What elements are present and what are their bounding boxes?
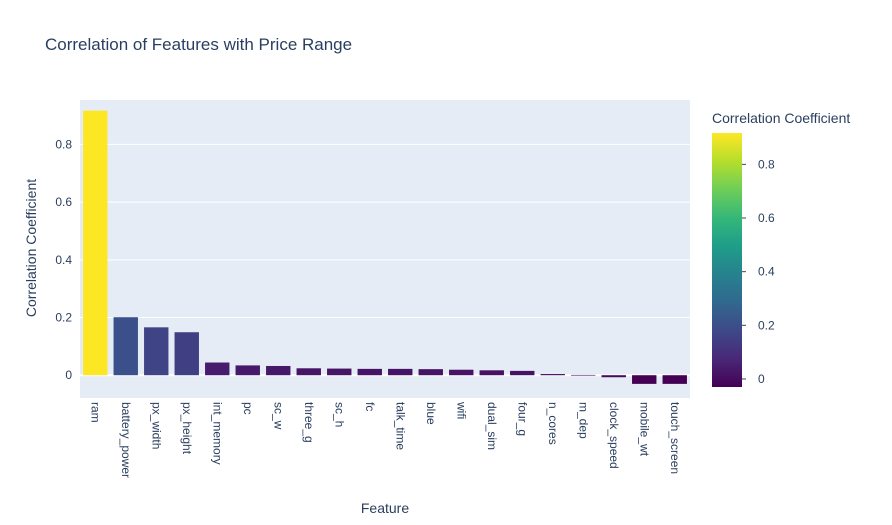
x-tick-label: dual_sim [485, 402, 499, 450]
colorbar-tick-label: 0.6 [758, 211, 775, 225]
x-tick-label: int_memory [210, 402, 224, 465]
bar-blue[interactable] [418, 369, 443, 376]
x-tick-label: pc [241, 402, 255, 415]
colorbar-ticks: 0 0.2 0.4 0.6 0.8 [742, 157, 775, 386]
x-tick-label: clock_speed [607, 402, 621, 469]
x-tick-label: px_width [149, 402, 163, 449]
colorbar-tick-label: 0 [758, 372, 765, 386]
bar-mobile_wt[interactable] [632, 375, 657, 384]
chart-title: Correlation of Features with Price Range [45, 35, 352, 54]
x-tick-label: ram [88, 402, 102, 423]
bar-n_cores[interactable] [540, 374, 565, 376]
x-tick-label: wifi [454, 401, 468, 419]
colorbar-title: Correlation Coefficient [712, 110, 850, 126]
bar-four_g[interactable] [510, 370, 535, 376]
x-tick-label: talk_time [393, 402, 407, 450]
bar-sc_w[interactable] [266, 365, 291, 376]
bar-touch_screen[interactable] [662, 375, 687, 384]
bar-pc[interactable] [235, 365, 260, 376]
x-tick-label: blue [424, 402, 438, 425]
x-axis-title: Feature [361, 500, 409, 516]
x-tick-label: n_cores [546, 402, 560, 445]
y-tick-label: 0.4 [55, 253, 72, 267]
x-tick-label: battery_power [119, 402, 133, 478]
bar-wifi[interactable] [449, 369, 474, 376]
colorbar [712, 133, 742, 387]
y-axis-title: Correlation Coefficient [23, 179, 39, 317]
bar-battery_power[interactable] [113, 317, 138, 376]
x-tick-label: three_g [302, 402, 316, 443]
x-tick-label: px_height [180, 402, 194, 455]
y-tick-label: 0.8 [55, 137, 72, 151]
colorbar-tick-label: 0.8 [758, 157, 775, 171]
x-tick-label: four_g [515, 402, 529, 436]
x-tick-label: sc_w [271, 402, 285, 430]
y-tick-label: 0.6 [55, 195, 72, 209]
x-tick-label: sc_h [332, 402, 346, 427]
x-tick-label: fc [363, 402, 377, 411]
x-tick-label: mobile_wt [637, 402, 651, 457]
bar-m_dep[interactable] [571, 374, 596, 376]
bar-clock_speed[interactable] [601, 375, 626, 378]
x-tick-label: m_dep [576, 402, 590, 439]
bar-talk_time[interactable] [388, 368, 413, 376]
bar-three_g[interactable] [296, 368, 321, 376]
bar-fc[interactable] [357, 368, 382, 376]
colorbar-tick-label: 0.4 [758, 265, 775, 279]
bar-int_memory[interactable] [205, 362, 230, 376]
colorbar-tick-label: 0.2 [758, 318, 775, 332]
y-axis-ticks: 0 0.2 0.4 0.6 0.8 [55, 137, 72, 382]
bar-px_height[interactable] [174, 332, 199, 376]
y-tick-label: 0.2 [55, 311, 72, 325]
bar-px_width[interactable] [144, 327, 169, 376]
bars [83, 110, 687, 384]
bar-ram[interactable] [83, 110, 108, 376]
x-tick-label: touch_screen [668, 402, 682, 474]
y-tick-label: 0 [65, 368, 72, 382]
bar-sc_h[interactable] [327, 368, 352, 376]
x-axis-ticks: ram battery_power px_width px_height int_mem… [88, 401, 682, 478]
bar-dual_sim[interactable] [479, 370, 504, 376]
